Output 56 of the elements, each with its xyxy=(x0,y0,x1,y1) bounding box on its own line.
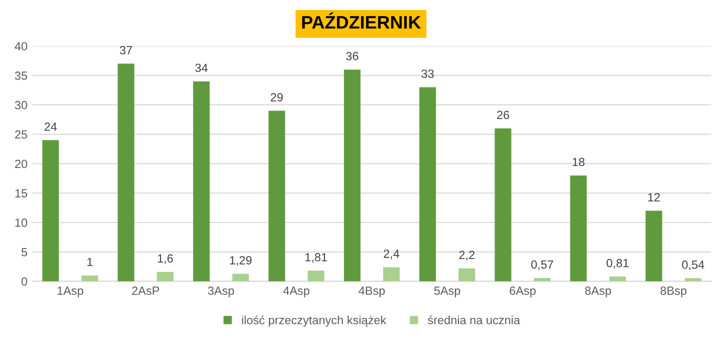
bar xyxy=(268,110,286,282)
x-tick-label: 4Asp xyxy=(283,286,310,298)
y-tick-label: 20 xyxy=(15,160,28,168)
bar xyxy=(684,278,702,282)
data-label: 26 xyxy=(497,110,510,120)
x-tick-label: 6Asp xyxy=(510,286,536,298)
data-label: 0,54 xyxy=(682,260,704,270)
bar xyxy=(458,268,476,282)
bar xyxy=(42,140,59,282)
data-label: 34 xyxy=(195,64,208,72)
bar xyxy=(419,87,436,282)
data-label: 1 xyxy=(87,258,93,266)
bar xyxy=(118,64,134,282)
x-tick-label: 2AsP xyxy=(132,286,160,295)
bar xyxy=(570,175,587,282)
y-tick-label: 5 xyxy=(22,248,28,256)
x-tick-label: 1Asp xyxy=(58,286,84,298)
data-label: 18 xyxy=(572,158,585,166)
data-label: 1,81 xyxy=(305,253,327,263)
y-tick-label: 10 xyxy=(15,218,28,227)
x-tick-label: 8Asp xyxy=(585,286,612,298)
x-tick-label: 8Bsp xyxy=(660,286,686,298)
bar xyxy=(193,81,210,282)
y-tick-label: 15 xyxy=(15,189,28,198)
data-label: 33 xyxy=(422,70,434,78)
y-tick-label: 30 xyxy=(14,100,28,110)
y-tick-label: 40 xyxy=(14,42,28,50)
bar xyxy=(82,275,98,282)
data-label: 0,57 xyxy=(531,260,554,270)
y-tick-label: 25 xyxy=(15,130,28,139)
bar xyxy=(308,270,324,282)
x-tick-label: 4Bsp xyxy=(358,286,385,298)
data-label: 24 xyxy=(44,122,57,131)
data-label: 2,4 xyxy=(384,250,400,260)
bar xyxy=(344,70,361,282)
bar xyxy=(156,272,174,282)
x-tick-label: 5Asp xyxy=(434,286,460,298)
bar xyxy=(383,267,400,282)
data-label: 0,81 xyxy=(606,258,629,269)
legend-label: średnia na ucznia xyxy=(428,315,520,324)
y-tick-label: 35 xyxy=(14,71,28,80)
y-tick-label: 0 xyxy=(22,277,28,286)
chart-title: PAŹDZIERNIK xyxy=(302,12,421,29)
bar xyxy=(494,128,512,282)
data-label: 29 xyxy=(270,93,283,102)
bar xyxy=(232,274,249,282)
data-label: 12 xyxy=(648,193,660,202)
x-tick-label: 3Asp xyxy=(208,286,234,298)
data-label: 2,2 xyxy=(459,250,474,260)
data-label: 37 xyxy=(120,46,132,54)
data-label: 36 xyxy=(346,52,358,60)
data-label: 1,29 xyxy=(230,256,252,266)
bar xyxy=(646,210,662,282)
legend-label: ilość przeczytanych książek xyxy=(242,315,386,327)
bar xyxy=(609,276,626,282)
data-label: 1,6 xyxy=(158,254,173,264)
